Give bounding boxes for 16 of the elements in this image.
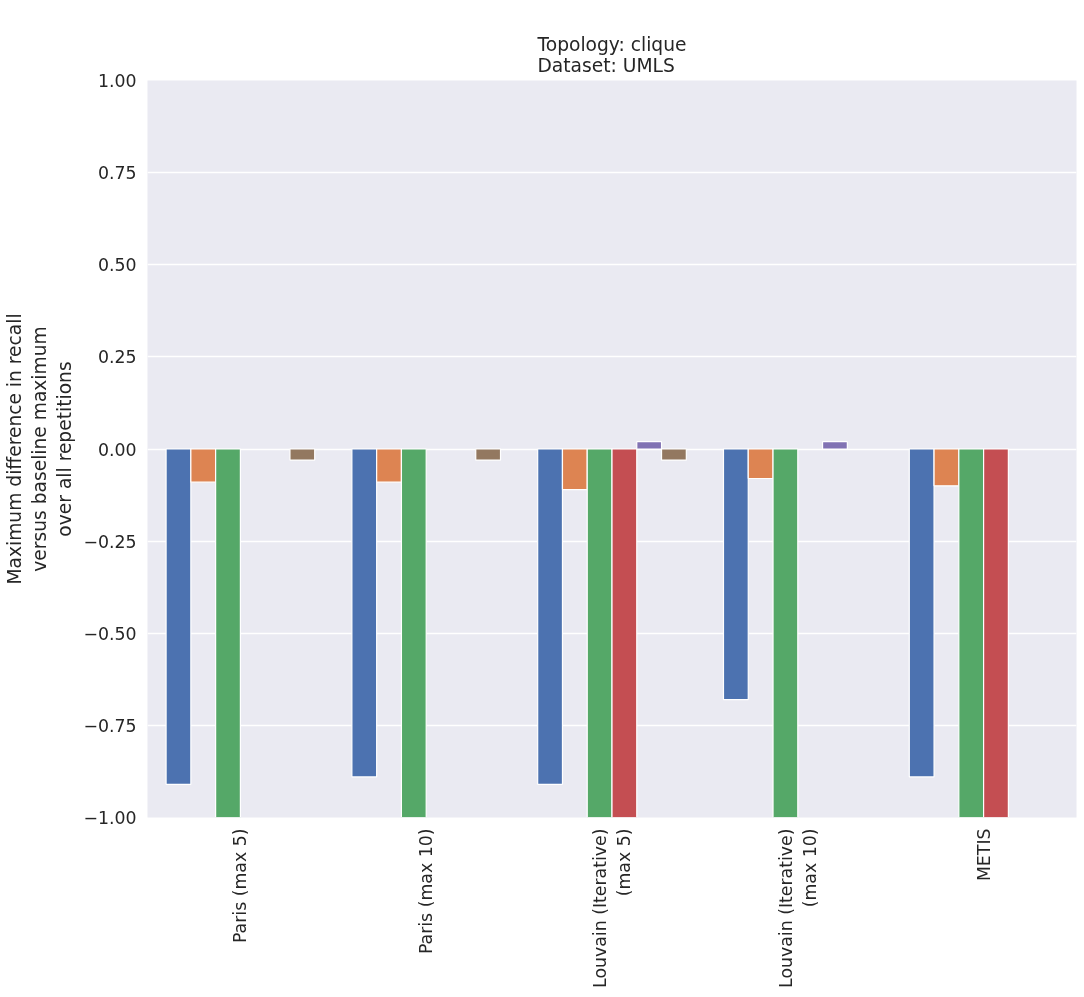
y-tick-label: −1.00 — [83, 808, 137, 828]
y-tick-label: −0.25 — [83, 531, 137, 552]
y-tick-label: 0.50 — [97, 255, 137, 276]
y-tick-label: −0.50 — [83, 623, 137, 644]
x-tick-label: Paris (max 5) — [230, 828, 251, 944]
y-tick-label: −0.75 — [83, 715, 137, 736]
y-tick-label: 1.00 — [97, 71, 137, 91]
x-tick-label: Louvain (Iterative) (max 10) — [775, 828, 820, 988]
chart-title: Topology: clique Dataset: UMLS — [536, 33, 687, 76]
x-tick-label: Paris (max 10) — [416, 828, 437, 955]
y-tick-label: 0.75 — [97, 163, 137, 184]
x-tick-label: Louvain (Iterative) (max 5) — [590, 828, 634, 988]
y-axis-title: Maximum difference in recall versus baseline maximum over all repetitions — [4, 313, 76, 585]
y-tick-label: 0.00 — [97, 439, 137, 460]
x-tick-label: METIS — [973, 828, 994, 882]
y-tick-label: 0.25 — [97, 347, 137, 368]
